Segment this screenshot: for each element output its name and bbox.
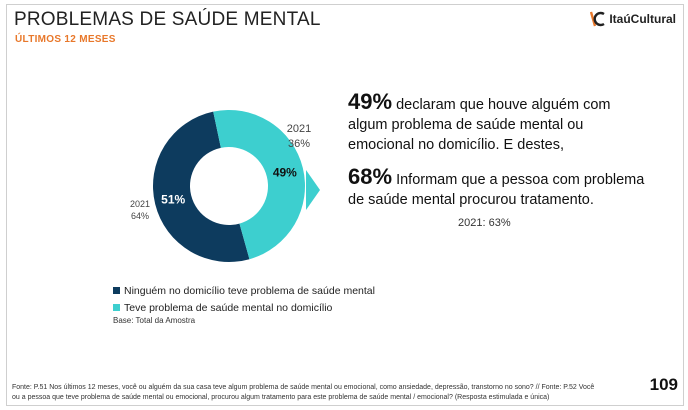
page-number: 109 [649, 375, 678, 394]
comparison-value-right: 36% [288, 138, 310, 150]
legend: Ninguém no domicílio teve problema de sa… [113, 282, 375, 316]
logo-text: ItaúCultural [609, 12, 676, 26]
legend-item-had-problem: Teve problema de saúde mental no domicíl… [113, 299, 375, 316]
data-label-nobody: 51% [161, 193, 185, 207]
comparison-year-right: 2021 [287, 123, 311, 135]
itau-cultural-logo-icon [590, 11, 605, 27]
footnote: Fonte: P.51 Nos últimos 12 meses, você o… [12, 384, 595, 401]
callout-stat-1: 49% [348, 89, 393, 114]
callout-text: 49% declaram que houve alguém com algum … [348, 89, 648, 210]
callout-stat-2: 68% [348, 164, 393, 189]
callout-paragraph-1: 49% declaram que houve alguém com algum … [348, 89, 648, 155]
data-label-had-problem: 49% [273, 165, 297, 179]
legend-label-had-problem: Teve problema de saúde mental no domicíl… [124, 301, 333, 314]
slice-had-problem [213, 110, 305, 260]
prev-year-note: 2021: 63% [458, 217, 511, 229]
legend-label-nobody: Ninguém no domicílio teve problema de sa… [124, 284, 375, 297]
callout-paragraph-2: 68% Informam que a pessoa com problema d… [348, 164, 648, 210]
slide-frame [6, 4, 684, 406]
legend-swatch-light [113, 304, 120, 311]
page-subtitle: ÚLTIMOS 12 MESES [15, 34, 116, 45]
base-note: Base: Total da Amostra [113, 316, 196, 325]
legend-item-nobody: Ninguém no domicílio teve problema de sa… [113, 282, 375, 299]
pointer-arrow-icon [306, 170, 320, 210]
logo: ItaúCultural [590, 10, 676, 28]
slice-nobody [152, 111, 250, 263]
callout-text-2: Informam que a pessoa com problema de sa… [348, 172, 645, 208]
legend-swatch-dark [113, 287, 120, 294]
callout-text-1: declaram que houve alguém com algum prob… [348, 97, 611, 153]
page-title: PROBLEMAS DE SAÚDE MENTAL [14, 9, 321, 30]
comparison-value-left: 64% [131, 211, 149, 221]
comparison-year-left: 2021 [130, 199, 150, 209]
